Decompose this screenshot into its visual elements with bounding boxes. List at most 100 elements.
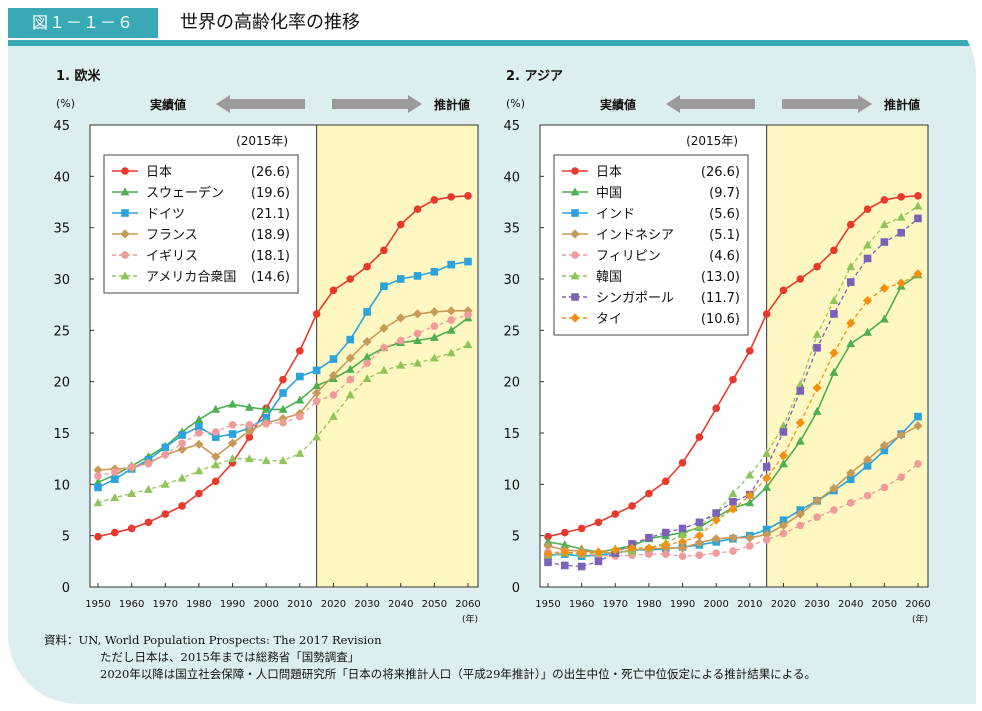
data-point xyxy=(430,196,439,204)
data-point xyxy=(194,466,204,475)
data-point xyxy=(879,219,889,228)
legend-box xyxy=(103,154,299,294)
data-point xyxy=(412,309,423,319)
data-point xyxy=(543,541,553,551)
y-tick-label: 20 xyxy=(503,376,520,391)
data-point xyxy=(863,327,872,336)
data-point xyxy=(245,420,254,429)
data-point xyxy=(570,271,580,280)
legend-label: 韓国 xyxy=(596,270,622,285)
data-point xyxy=(413,329,422,338)
data-point xyxy=(160,479,170,488)
x-tick-label: 1970 xyxy=(603,599,628,610)
data-point xyxy=(897,229,905,237)
legend-value: (5.6) xyxy=(709,207,740,222)
data-point xyxy=(779,286,788,295)
data-point xyxy=(577,548,587,558)
data-point xyxy=(914,412,922,421)
data-point xyxy=(380,343,388,352)
legend-value: (18.1) xyxy=(251,249,290,264)
data-point xyxy=(897,473,905,481)
y-tick-label: 30 xyxy=(503,273,520,288)
data-point xyxy=(862,295,873,306)
data-point xyxy=(111,468,119,476)
data-point xyxy=(329,391,338,399)
data-point xyxy=(413,358,422,367)
data-point xyxy=(846,499,855,507)
data-point xyxy=(913,201,923,210)
data-point xyxy=(227,438,238,448)
data-point xyxy=(329,411,338,420)
data-point xyxy=(678,458,687,467)
data-point xyxy=(695,518,704,527)
data-point xyxy=(913,421,923,431)
data-point xyxy=(396,275,405,283)
y-tick-label: 25 xyxy=(503,324,520,339)
data-point xyxy=(644,543,654,553)
data-point xyxy=(396,336,405,345)
legend-entry: 韓国 (13.0) xyxy=(562,270,740,285)
y-tick-label: 0 xyxy=(62,581,70,596)
data-point xyxy=(896,278,906,288)
data-point xyxy=(413,336,422,344)
data-point xyxy=(228,420,237,429)
legend-value: (11.7) xyxy=(701,291,740,306)
legend-entry: イギリス (18.1) xyxy=(112,249,290,264)
x-tick-label: 1990 xyxy=(670,599,695,610)
data-point xyxy=(813,262,821,271)
y-tick-label: 40 xyxy=(503,170,520,185)
data-point xyxy=(446,325,456,334)
actual-label: 実績値 xyxy=(150,97,186,112)
data-point xyxy=(544,532,552,541)
data-point xyxy=(694,531,704,541)
data-point xyxy=(244,426,254,436)
data-point xyxy=(779,516,788,525)
series-1 xyxy=(544,192,922,541)
data-point xyxy=(678,552,687,560)
data-point xyxy=(195,429,203,437)
data-point xyxy=(447,260,455,269)
data-point xyxy=(127,488,137,497)
x-tick-label: 1950 xyxy=(535,599,560,610)
data-point xyxy=(127,463,136,471)
data-point xyxy=(345,353,355,363)
data-point xyxy=(610,545,620,555)
data-point xyxy=(779,459,788,468)
data-point xyxy=(144,460,153,468)
data-point xyxy=(447,193,455,201)
x-tick-label: 1960 xyxy=(569,599,594,610)
x-tick-label: 2030 xyxy=(804,599,829,610)
data-point xyxy=(745,491,755,501)
y-tick-label: 20 xyxy=(53,376,70,391)
data-point xyxy=(812,496,822,506)
data-point xyxy=(677,537,688,547)
y-tick-label: 30 xyxy=(53,273,70,288)
data-point xyxy=(329,286,338,295)
series-7 xyxy=(544,214,922,571)
data-point xyxy=(571,293,579,301)
data-point xyxy=(295,448,305,457)
data-point xyxy=(161,450,170,459)
data-point xyxy=(228,430,237,438)
source-line-3: 2020年以降は国立社会保障・人口問題研究所「日本の将来推計人口（平成29年推計… xyxy=(100,667,816,681)
data-point xyxy=(279,375,287,384)
data-point xyxy=(863,254,872,263)
data-point xyxy=(144,484,153,493)
data-point xyxy=(678,524,687,533)
data-point xyxy=(121,167,129,175)
data-point xyxy=(296,347,304,355)
data-point xyxy=(363,308,371,316)
data-point xyxy=(312,388,322,398)
data-point xyxy=(94,532,102,541)
legend-entry: 日本 (26.6) xyxy=(112,165,290,180)
data-point xyxy=(762,463,771,471)
data-point xyxy=(363,262,371,271)
data-point xyxy=(346,335,355,344)
data-point xyxy=(278,404,288,413)
data-point xyxy=(778,450,789,461)
data-point xyxy=(296,372,304,381)
actual-label: 実績値 xyxy=(600,97,636,112)
data-point xyxy=(879,440,889,450)
data-point xyxy=(94,472,102,480)
x-tick-label: 2030 xyxy=(354,599,379,610)
